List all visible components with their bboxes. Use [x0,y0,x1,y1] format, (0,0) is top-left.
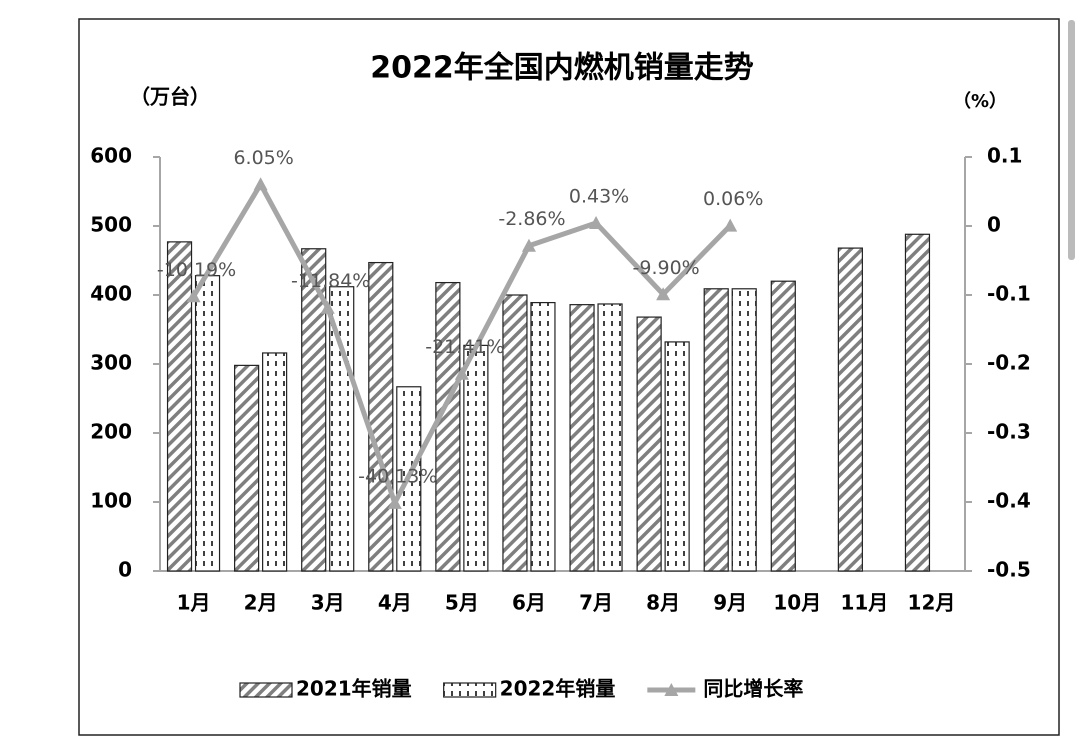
legend-label: 2022年销量 [500,677,616,701]
y2-tick-label: -0.3 [987,420,1031,444]
x-tick-label: 11月 [840,591,888,615]
x-tick-label: 1月 [177,591,211,615]
line-marker [723,218,738,232]
bar [368,261,394,572]
bar [636,316,662,572]
y2-tick-label: -0.4 [987,489,1031,513]
bar [301,248,327,572]
legend-label: 同比增长率 [703,677,803,701]
line-marker [186,289,201,303]
bar [597,303,623,572]
line-marker [320,300,335,314]
y2-tick-label: 0 [987,213,1001,237]
line-marker [387,495,402,509]
y-tick-label: 0 [118,558,132,582]
legend-marker [664,683,679,696]
x-tick-label: 5月 [445,591,479,615]
bar [664,341,690,572]
bar [837,247,863,572]
line-marker [656,287,671,301]
y2-axis-label: （%） [953,91,1007,112]
bar [435,281,461,572]
x-tick-label: 10月 [773,591,821,615]
bar [463,344,489,572]
legend-swatch [239,682,293,698]
bar [234,364,260,572]
x-tick-label: 8月 [646,591,680,615]
data-label: -9.90% [633,257,700,279]
x-tick-label: 4月 [378,591,412,615]
x-tick-label: 2月 [244,591,278,615]
line-marker [454,366,469,380]
y-tick-label: 600 [90,144,132,168]
bar [904,233,931,572]
x-tick-label: 6月 [512,591,546,615]
bar [262,352,288,572]
data-label: -2.86% [498,208,565,230]
data-label: -11.84% [291,270,370,292]
x-tick-label: 9月 [713,591,747,615]
bar [502,294,528,572]
y-tick-label: 100 [90,489,132,513]
bar [530,301,556,572]
data-label: -10.19% [157,259,236,281]
data-label: 0.43% [569,186,629,208]
legend-label: 2021年销量 [296,677,412,701]
y-tick-label: 300 [90,351,132,375]
y-tick-label: 500 [90,213,132,237]
bar [731,288,757,572]
bar [194,275,221,572]
chart-border [78,18,1060,736]
line-marker [521,238,536,252]
bar [569,304,595,572]
x-tick-label: 3月 [311,591,345,615]
data-label: 0.06% [703,188,763,210]
y-axis-label: （万台） [130,85,210,109]
bar [770,280,796,572]
line-marker [589,216,604,230]
legend-swatch [443,682,497,698]
chart-title: 2022年全国内燃机销量走势 [370,51,754,86]
scrollbar [1068,20,1075,260]
y2-tick-label: -0.2 [987,351,1031,375]
x-tick-label: 12月 [908,591,956,615]
y-tick-label: 200 [90,420,132,444]
y2-tick-label: -0.5 [987,558,1031,582]
data-label: -21.41% [425,336,504,358]
x-tick-label: 7月 [579,591,613,615]
y2-tick-label: 0.1 [987,144,1022,168]
y-tick-label: 400 [90,282,132,306]
data-label: -40.13% [358,465,437,487]
bar [166,241,193,572]
data-label: 6.05% [233,147,293,169]
bar [329,286,355,572]
y2-tick-label: -0.1 [987,282,1031,306]
bar [703,288,729,572]
line-marker [253,177,268,191]
